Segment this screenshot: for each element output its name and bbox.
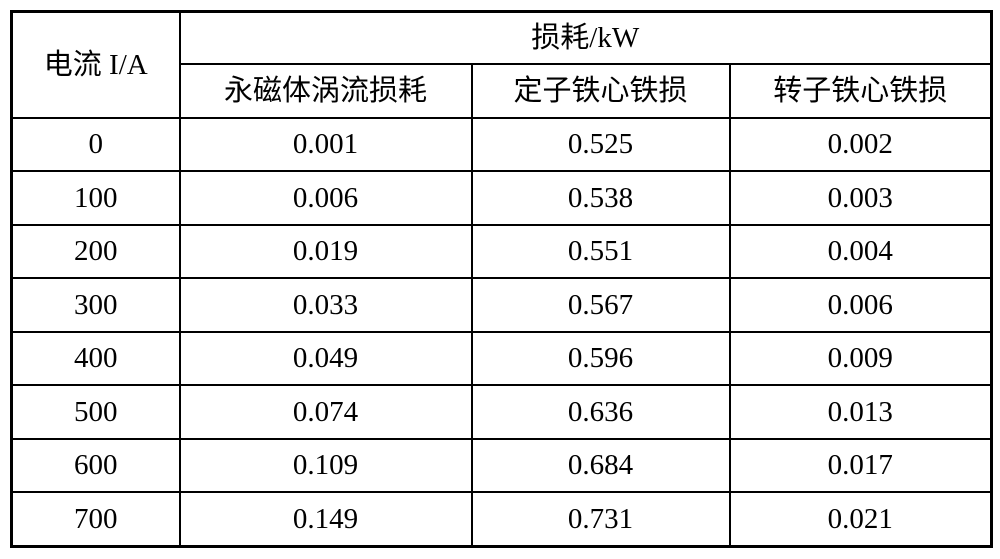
cell-current: 500: [10, 384, 181, 440]
sub-header-rotor-core-loss: 转子铁心铁损: [728, 63, 993, 119]
cell-pm-eddy-loss: 0.001: [178, 116, 473, 173]
table-body: 0 0.001 0.525 0.002 100 0.006 0.538 0.003 200 0.0…: [10, 116, 993, 548]
cell-rotor-core-loss: 0.021: [728, 491, 993, 548]
table-row: 500 0.074 0.636 0.013: [10, 384, 993, 440]
cell-rotor-core-loss: 0.004: [728, 223, 993, 280]
cell-rotor-core-loss: 0.003: [728, 170, 993, 226]
table-row: 200 0.019 0.551 0.004: [10, 223, 993, 280]
cell-stator-core-loss: 0.538: [470, 170, 731, 226]
cell-pm-eddy-loss: 0.049: [178, 330, 473, 387]
cell-stator-core-loss: 0.567: [470, 277, 731, 333]
cell-stator-core-loss: 0.596: [470, 330, 731, 387]
cell-current: 700: [10, 491, 181, 548]
cell-current: 600: [10, 437, 181, 494]
cell-pm-eddy-loss: 0.109: [178, 437, 473, 494]
table-row: 700 0.149 0.731 0.021: [10, 491, 993, 548]
cell-rotor-core-loss: 0.017: [728, 437, 993, 494]
cell-current: 300: [10, 277, 181, 333]
sub-header-stator-core-loss: 定子铁心铁损: [470, 63, 731, 119]
corner-header-current: 电流 I/A: [10, 10, 181, 119]
cell-pm-eddy-loss: 0.019: [178, 223, 473, 280]
table-row: 100 0.006 0.538 0.003: [10, 170, 993, 226]
cell-current: 0: [10, 116, 181, 173]
loss-data-table: 电流 I/A 损耗/kW 永磁体涡流损耗 定子铁心铁损 转子铁心铁损 0 0.00…: [10, 10, 993, 548]
cell-stator-core-loss: 0.684: [470, 437, 731, 494]
cell-pm-eddy-loss: 0.006: [178, 170, 473, 226]
cell-stator-core-loss: 0.731: [470, 491, 731, 548]
table-row: 300 0.033 0.567 0.006: [10, 277, 993, 333]
cell-pm-eddy-loss: 0.074: [178, 384, 473, 440]
cell-current: 400: [10, 330, 181, 387]
cell-stator-core-loss: 0.551: [470, 223, 731, 280]
table-row: 0 0.001 0.525 0.002: [10, 116, 993, 173]
cell-rotor-core-loss: 0.009: [728, 330, 993, 387]
sub-header-pm-eddy-loss: 永磁体涡流损耗: [178, 63, 473, 119]
cell-pm-eddy-loss: 0.033: [178, 277, 473, 333]
cell-current: 200: [10, 223, 181, 280]
cell-rotor-core-loss: 0.013: [728, 384, 993, 440]
table-row: 400 0.049 0.596 0.009: [10, 330, 993, 387]
cell-current: 100: [10, 170, 181, 226]
cell-pm-eddy-loss: 0.149: [178, 491, 473, 548]
cell-rotor-core-loss: 0.006: [728, 277, 993, 333]
cell-stator-core-loss: 0.636: [470, 384, 731, 440]
cell-rotor-core-loss: 0.002: [728, 116, 993, 173]
cell-stator-core-loss: 0.525: [470, 116, 731, 173]
header-row-group: 电流 I/A 损耗/kW: [10, 10, 993, 119]
table-row: 600 0.109 0.684 0.017: [10, 437, 993, 494]
header-row-sub: 永磁体涡流损耗 定子铁心铁损 转子铁心铁损: [12, 63, 993, 119]
group-header-loss-kw: 损耗/kW: [178, 10, 993, 65]
